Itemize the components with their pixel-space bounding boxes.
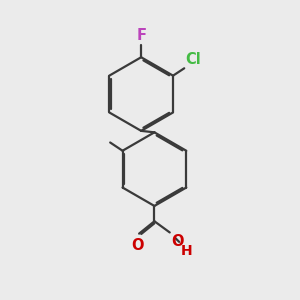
Text: F: F: [136, 28, 146, 44]
Text: Cl: Cl: [185, 52, 201, 67]
Text: O: O: [171, 234, 183, 249]
Text: O: O: [131, 238, 144, 253]
Text: H: H: [180, 244, 192, 258]
